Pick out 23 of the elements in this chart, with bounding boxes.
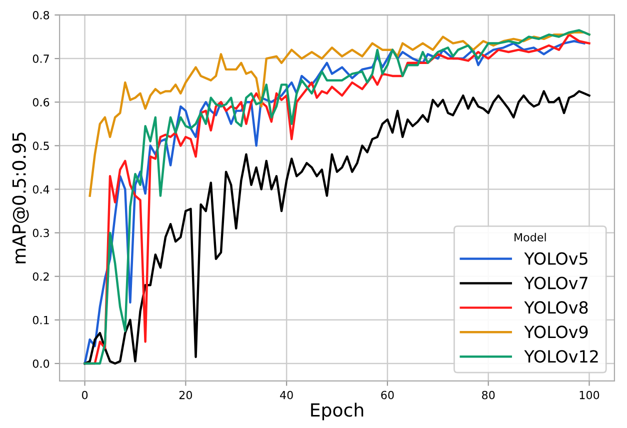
y-tick-label: 0.3 (32, 228, 49, 238)
y-tick-label: 0.7 (32, 54, 49, 63)
y-tick-label: 0.5 (32, 142, 49, 150)
y-axis-title: mAP@0.5:0.95 (12, 132, 29, 264)
legend-label: YOLOv8 (524, 301, 588, 314)
legend-label: YOLOv7 (524, 276, 588, 290)
y-tick-label: 0.1 (32, 316, 49, 324)
y-tick-label: 0.4 (32, 185, 50, 194)
legend-label: YOLOv9 (524, 326, 588, 338)
x-tick-label: 40 (280, 390, 293, 400)
x-tick-label: 60 (381, 390, 394, 400)
y-tick-label: 0.0 (32, 359, 50, 368)
x-axis-title: Epoch (311, 402, 364, 420)
x-tick-label: 80 (482, 390, 495, 400)
y-tick-label: 0.6 (32, 98, 50, 106)
y-tick-label: 0.2 (32, 272, 49, 281)
x-tick-label: 100 (580, 390, 600, 400)
x-tick-label: 0 (82, 390, 88, 400)
legend-label: YOLOv12 (524, 350, 598, 363)
y-tick-label: 0.8 (32, 10, 50, 20)
x-tick-label: 20 (179, 390, 192, 400)
legend-label: YOLOv5 (524, 252, 588, 265)
legend-title: Model (514, 232, 546, 242)
